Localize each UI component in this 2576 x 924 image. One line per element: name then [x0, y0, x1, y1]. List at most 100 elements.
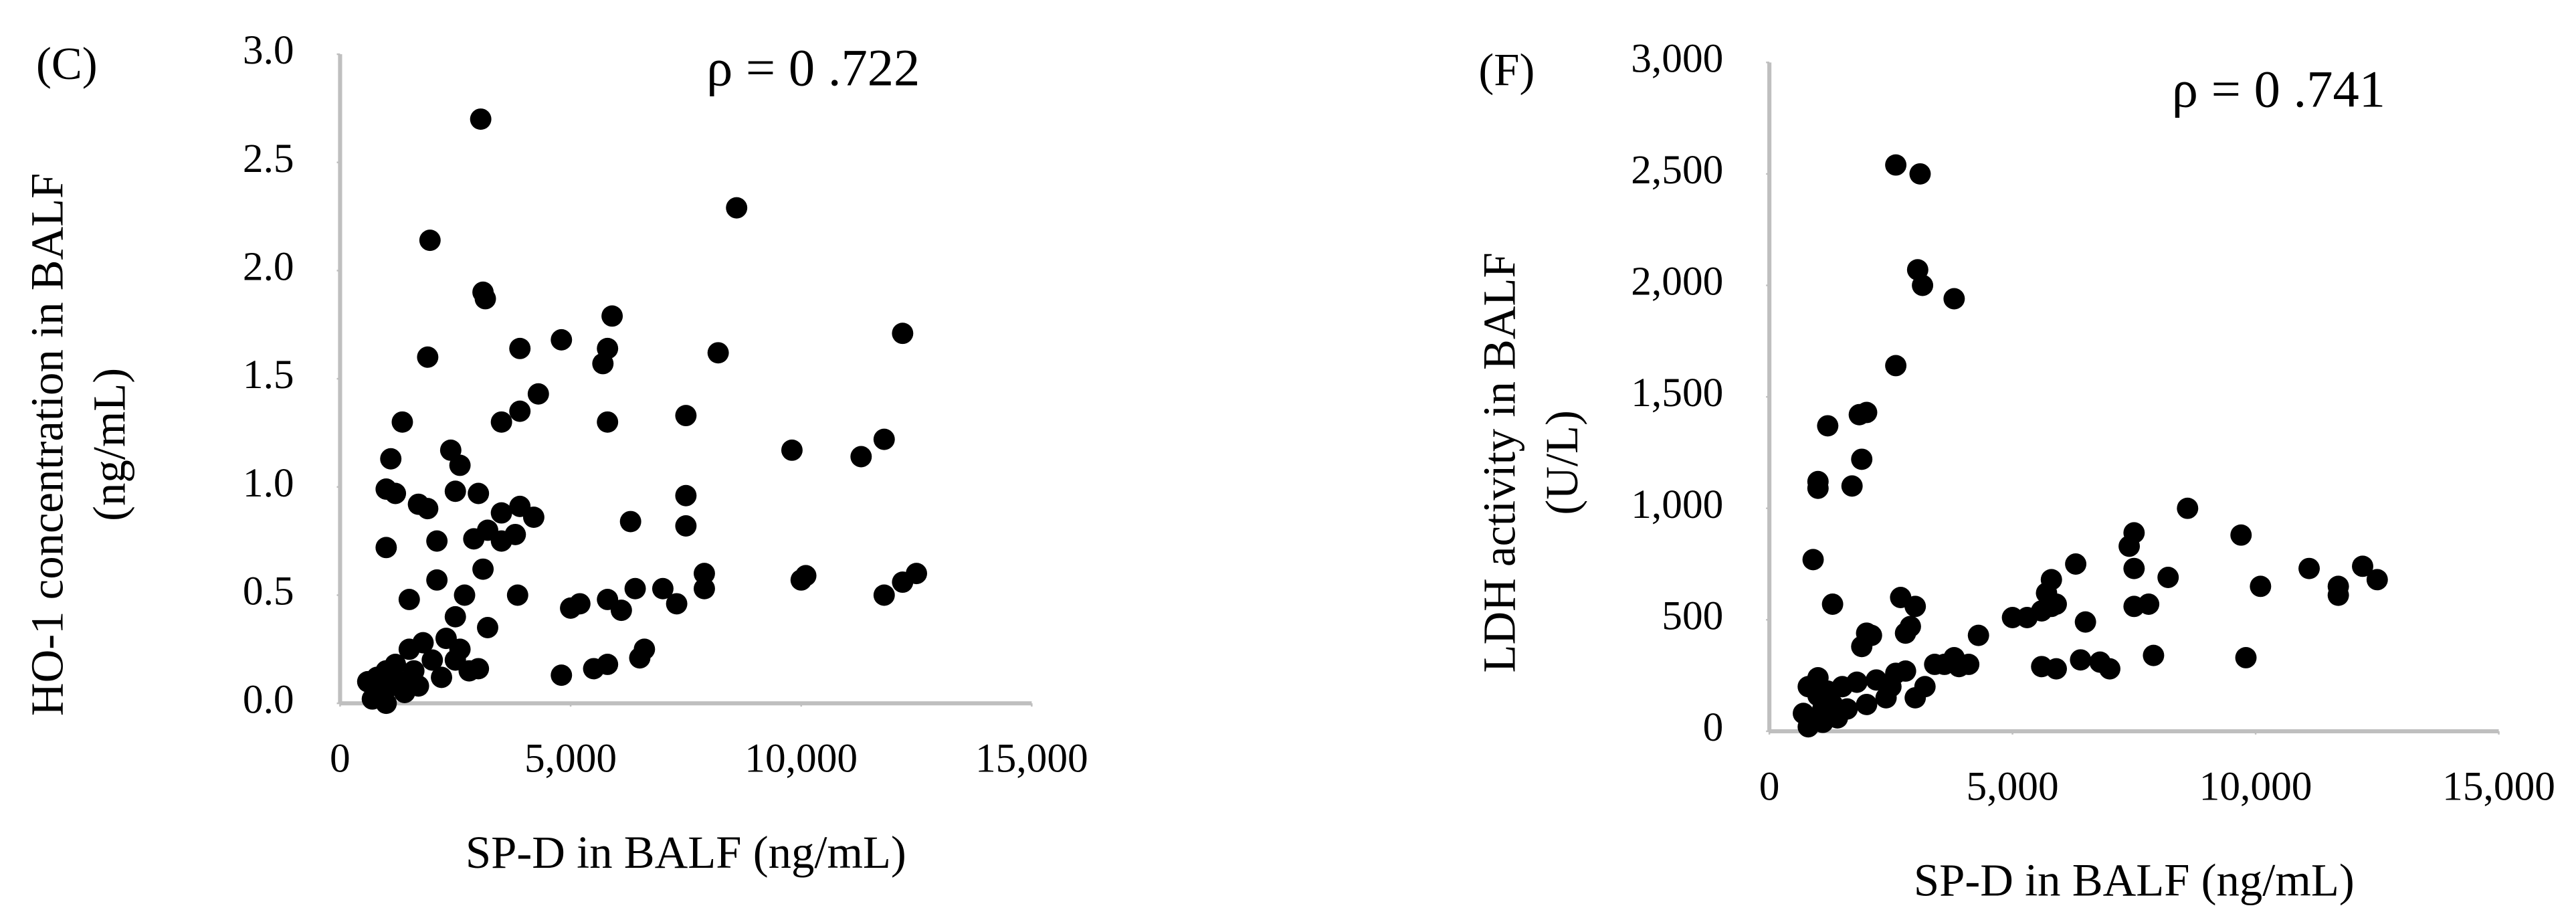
- y-tick-label: 1.0: [243, 460, 294, 506]
- scatter-point: [421, 649, 443, 671]
- scatter-point: [2352, 555, 2373, 577]
- scatter-point: [2123, 595, 2145, 618]
- x-tick-label: 15,000: [2442, 763, 2555, 809]
- x-tick-label: 0: [330, 736, 351, 781]
- y-tick-label: 2,000: [1631, 259, 1723, 304]
- scatter-point: [693, 563, 715, 585]
- scatter-point: [2250, 575, 2272, 597]
- scatter-point: [652, 577, 674, 599]
- scatter-point: [2177, 497, 2199, 519]
- y-tick-label: 0.0: [243, 676, 294, 722]
- scatter-point: [601, 305, 623, 327]
- scatter-point: [1807, 477, 1829, 499]
- scatter-point: [666, 593, 688, 615]
- scatter-point: [1851, 636, 1873, 658]
- scatter-point: [527, 383, 549, 405]
- scatter-point: [592, 353, 614, 375]
- scatter-point: [726, 197, 748, 219]
- y-tick-label: 0: [1703, 705, 1724, 750]
- scatter-point: [850, 446, 872, 468]
- scatter-point: [490, 502, 512, 524]
- scatter-point: [551, 329, 573, 351]
- scatter-point: [1817, 415, 1839, 437]
- scatter-point: [1885, 154, 1907, 176]
- scatter-point: [1802, 549, 1824, 571]
- y-tick-label: 1.5: [243, 352, 294, 397]
- scatter-point: [624, 577, 646, 599]
- scatter-point: [509, 400, 531, 422]
- panel-label: (C): [36, 38, 98, 89]
- scatter-point: [468, 482, 490, 504]
- y-tick-label: 1,500: [1631, 370, 1723, 415]
- scatter-point: [375, 692, 397, 715]
- scatter-point: [2235, 646, 2257, 668]
- scatter-point: [619, 511, 641, 533]
- scatter-point: [1856, 693, 1878, 715]
- scatter-point: [1894, 622, 1916, 644]
- scatter-point: [1924, 653, 1946, 675]
- scatter-point: [675, 515, 697, 537]
- scatter-point: [873, 584, 895, 606]
- scatter-point: [1866, 669, 1888, 691]
- scatter-point: [675, 405, 697, 427]
- scatter-point: [391, 411, 413, 433]
- scatter-point: [417, 346, 439, 368]
- scatter-point: [1797, 716, 1819, 738]
- scatter-point: [490, 530, 512, 552]
- scatter-point: [522, 506, 544, 529]
- x-tick-label: 15,000: [975, 736, 1088, 781]
- x-axis-title: SP-D in BALF (ng/mL): [1914, 855, 2355, 906]
- scatter-point: [629, 647, 651, 669]
- x-tick-label: 10,000: [745, 736, 858, 781]
- scatter-point: [444, 480, 466, 502]
- scatter-point: [569, 593, 591, 615]
- scatter-point: [2016, 607, 2038, 628]
- y-tick-label: 3,000: [1631, 35, 1723, 81]
- scatter-point: [458, 660, 480, 682]
- annotation: ρ = 0 .722: [706, 39, 920, 97]
- scatter-point: [1841, 475, 1863, 497]
- scatter-point: [892, 322, 914, 345]
- scatter-point: [449, 638, 471, 660]
- scatter-point: [1967, 624, 1989, 646]
- scatter-point: [2366, 569, 2388, 591]
- scatter-point: [444, 606, 466, 628]
- scatter-point: [1943, 288, 1965, 310]
- y-tick-label: 2,500: [1631, 147, 1723, 193]
- scatter-point: [2157, 567, 2179, 588]
- scatter-point: [781, 439, 803, 461]
- scatter-point: [477, 617, 498, 638]
- scatter-point: [583, 658, 605, 680]
- y-axis-title: (ng/mL): [84, 368, 135, 521]
- scatter-point: [675, 484, 697, 506]
- scatter-point: [551, 664, 573, 686]
- y-tick-label: 2.0: [243, 244, 294, 290]
- scatter-point: [2118, 535, 2141, 557]
- y-tick-label: 2.5: [243, 136, 294, 181]
- scatter-point: [2123, 557, 2145, 579]
- scatter-point: [407, 675, 429, 697]
- scatter-point: [375, 537, 397, 559]
- scatter-point: [509, 337, 531, 359]
- scatter-point: [470, 108, 492, 130]
- chart-panel: (C) ρ = 0 .722 0.0 0.5 1.0 1.5 2.0 2.5 3.0 0 5,000…: [21, 27, 1088, 878]
- scatter-point: [1909, 163, 1931, 185]
- annotation: ρ = 0 .741: [2172, 60, 2385, 118]
- y-tick-label: 1,000: [1631, 482, 1723, 527]
- scatter-point: [449, 454, 471, 476]
- scatter-point: [2046, 593, 2067, 615]
- scatter-point: [506, 584, 528, 606]
- scatter-point: [2230, 524, 2252, 546]
- x-tick-label: 5,000: [1967, 763, 2059, 809]
- scatter-point: [693, 577, 715, 599]
- scatter-point: [790, 569, 812, 591]
- scatter-point: [2099, 658, 2120, 680]
- scatter-point: [1904, 686, 1926, 709]
- scatter-point: [2001, 607, 2023, 628]
- panel-label: (F): [1478, 45, 1534, 96]
- scatter-point: [431, 666, 453, 688]
- scatter-point: [2143, 644, 2165, 666]
- scatter-point: [707, 342, 729, 364]
- scatter-point: [1848, 403, 1870, 426]
